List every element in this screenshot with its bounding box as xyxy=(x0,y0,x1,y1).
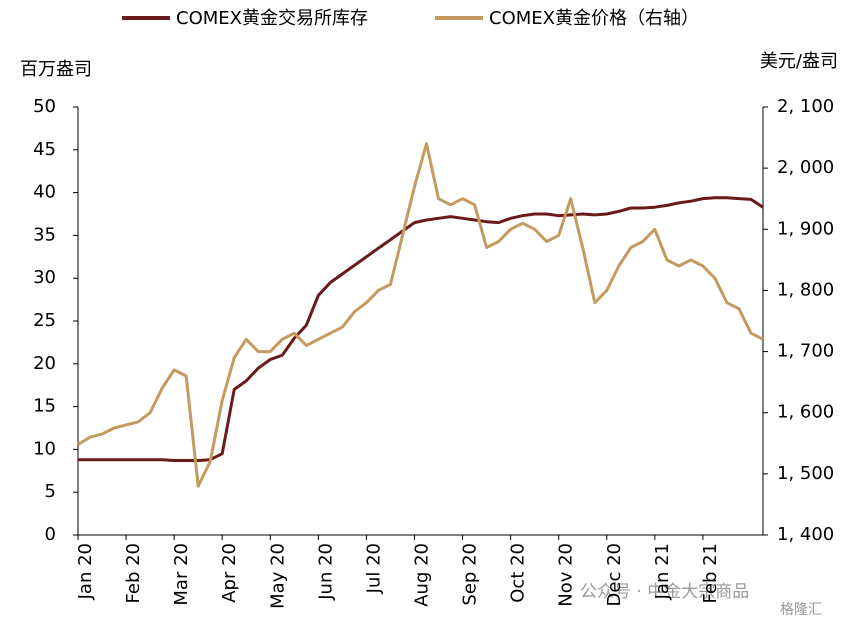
y2-tick-label: 1, 500 xyxy=(777,463,834,484)
y-tick-label: 20 xyxy=(33,353,56,374)
x-tick-label: Jul 20 xyxy=(363,543,384,594)
y2-tick-label: 1, 800 xyxy=(777,279,834,300)
y2-axis-label: 美元/盎司 xyxy=(760,51,838,72)
y-tick-label: 35 xyxy=(33,224,56,245)
x-tick-label: Dec 20 xyxy=(604,543,625,606)
x-tick-label: Aug 20 xyxy=(411,543,432,607)
x-tick-label: Jan 21 xyxy=(652,543,673,600)
x-tick-label: Jun 20 xyxy=(315,543,336,601)
y-tick-label: 25 xyxy=(33,310,56,331)
series-line xyxy=(77,142,764,488)
y-tick-label: 10 xyxy=(33,438,56,459)
y-tick-label: 40 xyxy=(33,182,56,203)
y2-tick-label: 1, 400 xyxy=(777,524,834,545)
y2-tick-label: 1, 700 xyxy=(777,341,834,362)
series-line xyxy=(78,196,764,462)
y2-tick-label: 2, 100 xyxy=(777,96,834,117)
legend-label: COMEX黄金价格（右轴） xyxy=(489,8,699,29)
x-tick-label: Mar 20 xyxy=(171,543,192,606)
x-tick-label: Apr 20 xyxy=(219,543,240,603)
y-tick-label: 15 xyxy=(33,396,56,417)
y2-tick-label: 1, 900 xyxy=(777,218,834,239)
y-tick-label: 50 xyxy=(33,96,56,117)
x-tick-label: Feb 20 xyxy=(123,543,144,604)
y-tick-label: 0 xyxy=(45,524,56,545)
y2-tick-label: 1, 600 xyxy=(777,402,834,423)
x-tick-label: Jan 20 xyxy=(75,543,96,600)
watermark: 公众号 · 中金大宗商品 xyxy=(580,582,749,602)
x-tick-label: Nov 20 xyxy=(556,543,577,607)
y-tick-label: 30 xyxy=(33,267,56,288)
x-tick-label: Sep 20 xyxy=(460,543,481,606)
x-tick-label: May 20 xyxy=(267,543,288,609)
legend-label: COMEX黄金交易所库存 xyxy=(176,8,368,29)
y-tick-label: 45 xyxy=(33,139,56,160)
y-axis-label: 百万盎司 xyxy=(20,59,92,80)
x-tick-label: Feb 21 xyxy=(700,543,721,604)
y-tick-label: 5 xyxy=(45,481,56,502)
x-tick-label: Oct 20 xyxy=(508,543,529,603)
y2-tick-label: 2, 000 xyxy=(777,157,834,178)
watermark: 格隆汇 xyxy=(780,602,822,618)
